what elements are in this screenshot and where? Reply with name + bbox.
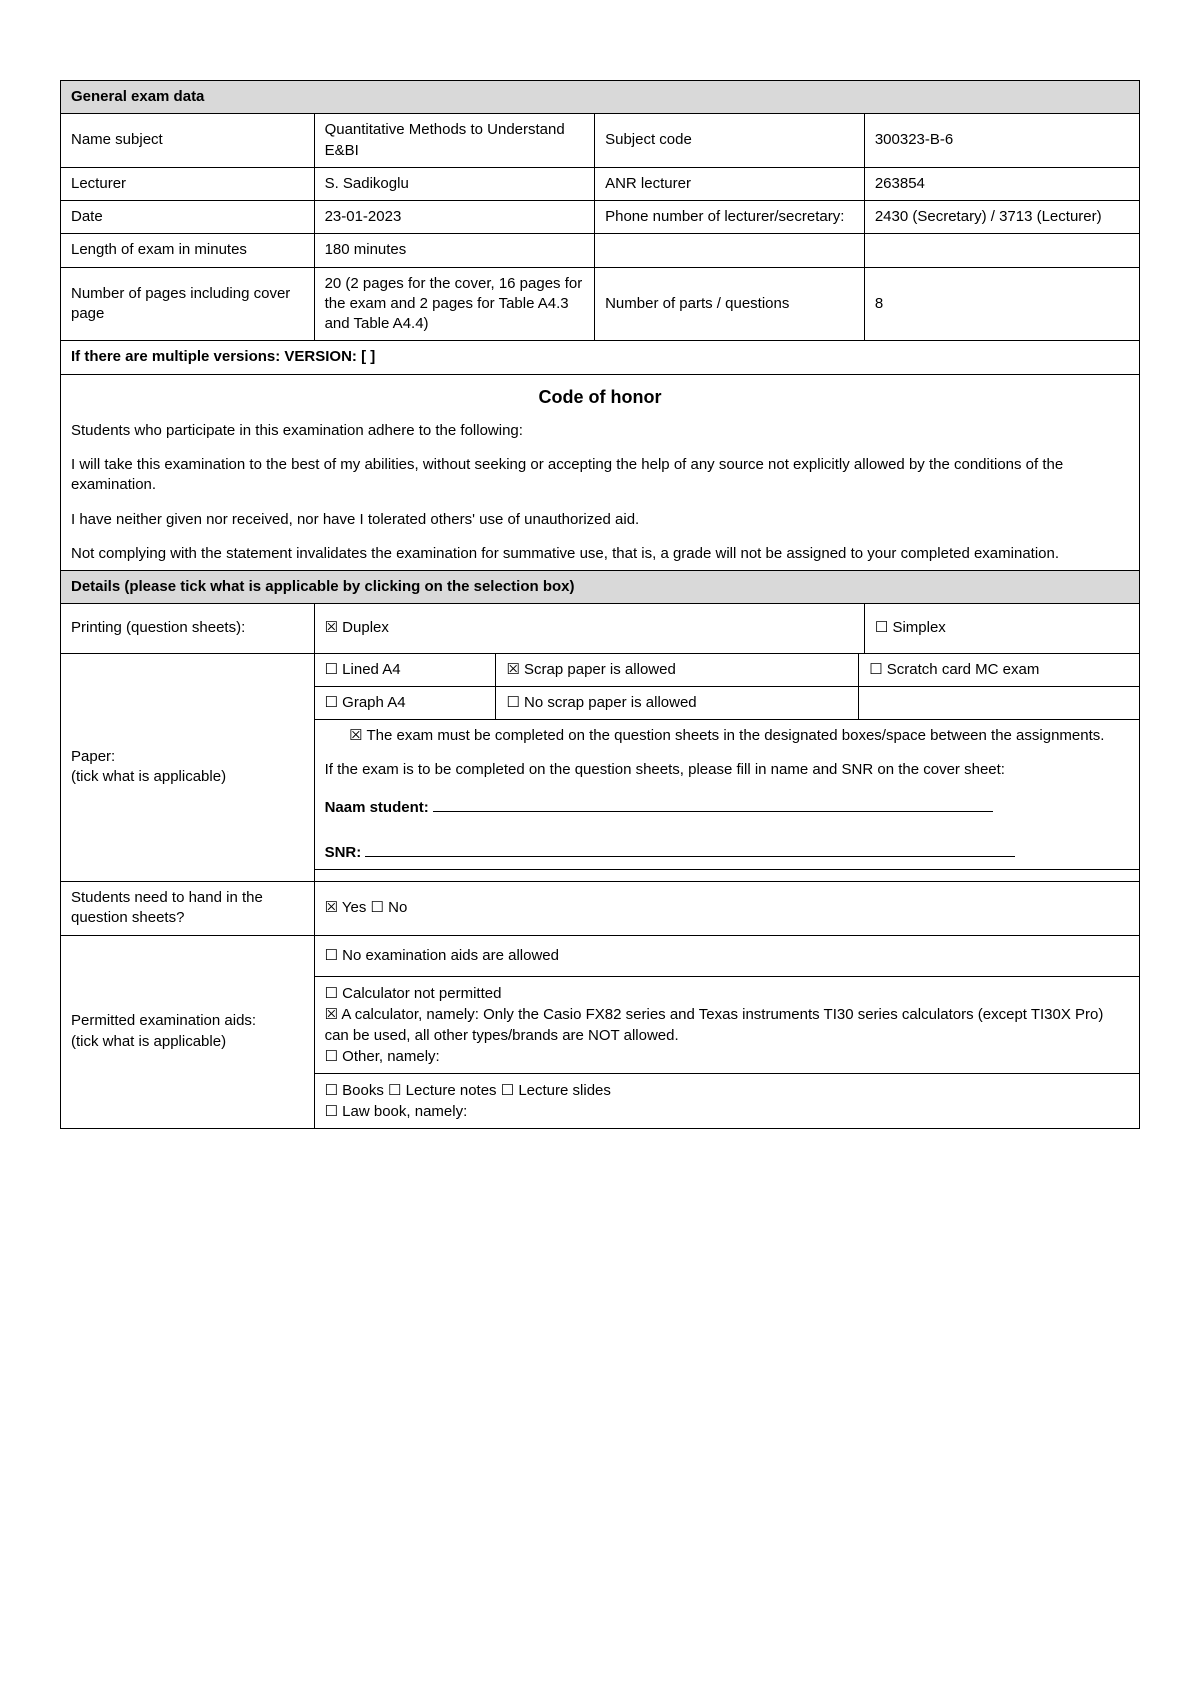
paper-label: Paper: (tick what is applicable)	[61, 653, 315, 882]
paper-instructions: ☒ The exam must be completed on the ques…	[314, 720, 1139, 870]
parts-label: Number of parts / questions	[595, 267, 865, 341]
handin-label: Students need to hand in the question sh…	[61, 882, 315, 936]
lecturer-value: S. Sadikoglu	[314, 167, 595, 200]
printing-label: Printing (question sheets):	[61, 604, 315, 653]
empty-cell	[864, 234, 1139, 267]
simplex-checkbox[interactable]: ☐ Simplex	[864, 604, 1139, 653]
other-checkbox[interactable]: ☐ Other, namely:	[325, 1046, 1129, 1067]
subject-code-value: 300323-B-6	[864, 114, 1139, 168]
code-of-honor-title: Code of honor	[61, 374, 1140, 415]
fill-in-instruction: If the exam is to be completed on the qu…	[325, 760, 1129, 780]
version-line: If there are multiple versions: VERSION:…	[61, 341, 1140, 374]
name-subject-label: Name subject	[61, 114, 315, 168]
books-block: ☐ Books ☐ Lecture notes ☐ Lecture slides…	[314, 1073, 1139, 1128]
lecturer-label: Lecturer	[61, 167, 315, 200]
snr-label: SNR:	[325, 844, 362, 861]
naam-student-field[interactable]	[433, 797, 993, 812]
parts-value: 8	[864, 267, 1139, 341]
anr-value: 263854	[864, 167, 1139, 200]
date-label: Date	[61, 201, 315, 234]
naam-student-label: Naam student:	[325, 799, 429, 816]
empty-cell	[859, 686, 1139, 719]
no-scrap-checkbox[interactable]: ☐ No scrap paper is allowed	[496, 686, 859, 719]
lined-a4-checkbox[interactable]: ☐ Lined A4	[315, 654, 496, 687]
empty-cell	[595, 234, 865, 267]
exam-form-table: General exam data Name subject Quantitat…	[60, 80, 1140, 1129]
exam-cover-page: General exam data Name subject Quantitat…	[0, 0, 1200, 1698]
general-exam-header: General exam data	[61, 81, 1140, 114]
length-value: 180 minutes	[314, 234, 595, 267]
scratch-mc-checkbox[interactable]: ☐ Scratch card MC exam	[859, 654, 1139, 687]
pages-value: 20 (2 pages for the cover, 16 pages for …	[314, 267, 595, 341]
spacer-cell	[314, 870, 1139, 882]
code-of-honor-body: Students who participate in this examina…	[61, 415, 1140, 571]
name-subject-value: Quantitative Methods to Understand E&BI	[314, 114, 595, 168]
calc-not-permitted-checkbox[interactable]: ☐ Calculator not permitted	[325, 983, 1129, 1004]
subject-code-label: Subject code	[595, 114, 865, 168]
date-value: 23-01-2023	[314, 201, 595, 234]
scrap-allowed-checkbox[interactable]: ☒ Scrap paper is allowed	[496, 654, 859, 687]
graph-a4-checkbox[interactable]: ☐ Graph A4	[315, 686, 496, 719]
must-complete-checkbox[interactable]: ☒ The exam must be completed on the ques…	[325, 726, 1129, 746]
calc-permitted-checkbox[interactable]: ☒ A calculator, namely: Only the Casio F…	[325, 1004, 1129, 1046]
anr-label: ANR lecturer	[595, 167, 865, 200]
pages-label: Number of pages including cover page	[61, 267, 315, 341]
paper-options-top: ☐ Lined A4 ☒ Scrap paper is allowed ☐ Sc…	[314, 653, 1139, 720]
honor-p2: I will take this examination to the best…	[71, 455, 1129, 496]
honor-p1: Students who participate in this examina…	[71, 421, 1129, 441]
details-header: Details (please tick what is applicable …	[61, 571, 1140, 604]
honor-p3: I have neither given nor received, nor h…	[71, 510, 1129, 530]
aids-label: Permitted examination aids: (tick what i…	[61, 935, 315, 1128]
lawbook-checkbox[interactable]: ☐ Law book, namely:	[325, 1101, 1129, 1122]
no-aids-checkbox[interactable]: ☐ No examination aids are allowed	[314, 935, 1139, 976]
length-label: Length of exam in minutes	[61, 234, 315, 267]
honor-p4: Not complying with the statement invalid…	[71, 544, 1129, 564]
books-notes-slides-checkboxes[interactable]: ☐ Books ☐ Lecture notes ☐ Lecture slides	[325, 1080, 1129, 1101]
phone-value: 2430 (Secretary) / 3713 (Lecturer)	[864, 201, 1139, 234]
handin-value[interactable]: ☒ Yes ☐ No	[314, 882, 1139, 936]
snr-field[interactable]	[365, 842, 1015, 857]
phone-label: Phone number of lecturer/secretary:	[595, 201, 865, 234]
calculator-block: ☐ Calculator not permitted ☒ A calculato…	[314, 976, 1139, 1073]
duplex-checkbox[interactable]: ☒ Duplex	[314, 604, 864, 653]
